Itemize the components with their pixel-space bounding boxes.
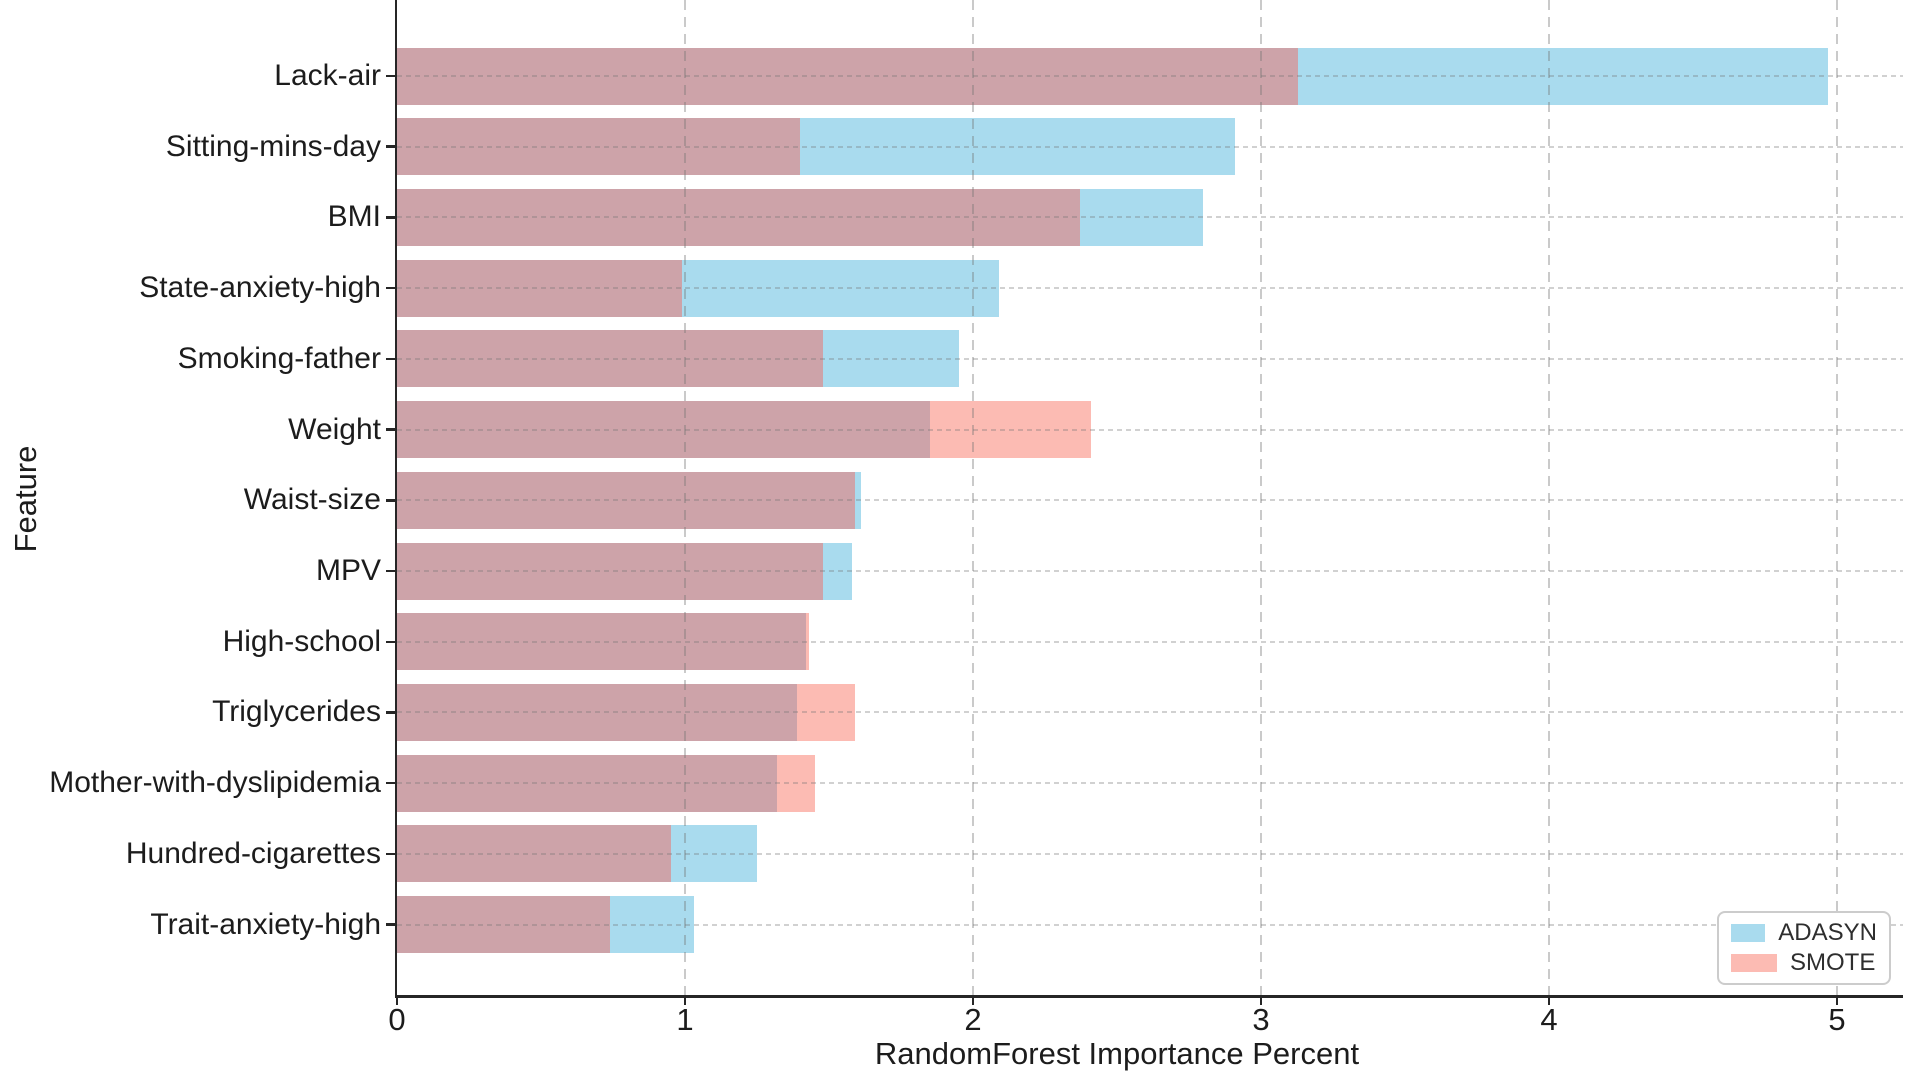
y-tick-mark [385, 74, 395, 78]
bar-segment-overlap [397, 118, 801, 176]
y-tick-mark [385, 286, 395, 290]
y-tick-label: Trait-anxiety-high [150, 907, 381, 941]
bar-segment-overlap [397, 330, 824, 388]
y-tick-mark [385, 711, 395, 714]
y-tick-label: Waist-size [243, 483, 381, 517]
x-axis-line [394, 995, 1903, 998]
gridline-vertical [684, 0, 686, 995]
x-tick-label: 0 [388, 1002, 406, 1037]
x-tick-mark [1259, 998, 1263, 1005]
legend-item-adasyn: ADASYN [1731, 919, 1877, 947]
x-tick-label: 2 [964, 1002, 982, 1037]
bar-segment-overlap [397, 613, 806, 671]
y-axis-spine [394, 0, 397, 997]
bar-segment-adasyn [670, 825, 757, 883]
y-tick-mark [385, 216, 395, 219]
gridline-horizontal [397, 711, 1903, 714]
legend: ADASYN SMOTE [1717, 911, 1891, 985]
bar-segment-overlap [397, 188, 1080, 246]
y-tick-mark [385, 357, 395, 361]
bar-segment-adasyn [682, 259, 999, 317]
y-tick-label: MPV [315, 554, 381, 588]
gridline-horizontal [397, 640, 1903, 643]
y-tick-label: Triglycerides [212, 695, 381, 729]
y-tick-mark [385, 852, 395, 856]
bar-segment-overlap [397, 401, 930, 459]
y-tick-mark [385, 499, 395, 502]
gridline-vertical [1836, 0, 1838, 995]
bar-segment-smote [777, 754, 815, 812]
gridline-horizontal [397, 852, 1903, 855]
bar-segment-overlap [397, 471, 855, 529]
y-tick-mark [385, 428, 395, 431]
y-tick-label: Hundred-cigarettes [125, 836, 381, 870]
gridline-horizontal [397, 923, 1903, 926]
y-tick-label: Smoking-father [177, 341, 381, 375]
gridline-horizontal [397, 357, 1903, 360]
y-tick-mark [385, 923, 395, 926]
gridline-horizontal [397, 145, 1903, 148]
y-tick-label: Lack-air [274, 59, 381, 92]
bar-segment-overlap [397, 683, 798, 741]
bar-segment-adasyn [1079, 188, 1204, 246]
bar-segment-overlap [397, 754, 778, 812]
y-tick-label: Sitting-mins-day [165, 129, 381, 163]
y-tick-label: State-anxiety-high [139, 271, 381, 305]
bar-segment-adasyn [854, 471, 861, 529]
legend-item-smote: SMOTE [1731, 949, 1877, 977]
bar-segment-overlap [397, 259, 683, 317]
x-tick-label: 4 [1540, 1002, 1558, 1037]
bar-segment-smote [929, 401, 1092, 459]
x-tick-label: 5 [1828, 1002, 1846, 1037]
x-tick-label: 3 [1252, 1002, 1270, 1037]
y-tick-mark [385, 781, 395, 785]
gridline-vertical [972, 0, 974, 995]
y-tick-mark [385, 569, 395, 573]
bar-segment-smote [805, 613, 809, 671]
y-tick-label: Weight [288, 412, 381, 446]
legend-label-adasyn: ADASYN [1778, 919, 1877, 946]
bar-segment-overlap [397, 47, 1299, 105]
x-tick-mark [1835, 998, 1839, 1005]
gridline-vertical [1260, 0, 1262, 995]
gridline-horizontal [397, 75, 1903, 77]
y-tick-label: BMI [327, 200, 381, 234]
legend-swatch-adasyn [1731, 924, 1766, 942]
x-tick-label: 1 [676, 1002, 694, 1037]
x-axis-title: RandomForest Importance Percent [874, 1036, 1360, 1071]
bar-segment-adasyn [800, 118, 1236, 176]
y-tick-mark [385, 640, 395, 643]
gridline-vertical [1548, 0, 1550, 995]
x-tick-mark [395, 998, 399, 1005]
x-tick-mark [1547, 998, 1551, 1005]
bar-segment-adasyn [823, 542, 853, 600]
legend-label-smote: SMOTE [1790, 949, 1876, 976]
gridline-horizontal [397, 287, 1903, 290]
y-tick-label: Mother-with-dyslipidemia [49, 766, 381, 800]
bar-segment-overlap [397, 825, 671, 883]
bar-segment-overlap [397, 896, 611, 954]
bar-segment-adasyn [1298, 47, 1829, 105]
bar-segment-smote [797, 683, 855, 741]
bar-segment-adasyn [823, 330, 959, 388]
gridline-horizontal [397, 782, 1903, 785]
gridline-horizontal [397, 570, 1903, 573]
legend-swatch-smote [1731, 954, 1777, 972]
y-tick-label: High-school [222, 624, 381, 658]
bar-segment-overlap [397, 542, 824, 600]
bar-segment-adasyn [610, 896, 694, 954]
gridline-horizontal [397, 499, 1903, 502]
gridline-horizontal [397, 216, 1903, 219]
x-tick-mark [683, 998, 687, 1005]
gridline-horizontal [397, 428, 1903, 431]
y-tick-mark [385, 145, 395, 148]
x-tick-mark [971, 998, 975, 1005]
